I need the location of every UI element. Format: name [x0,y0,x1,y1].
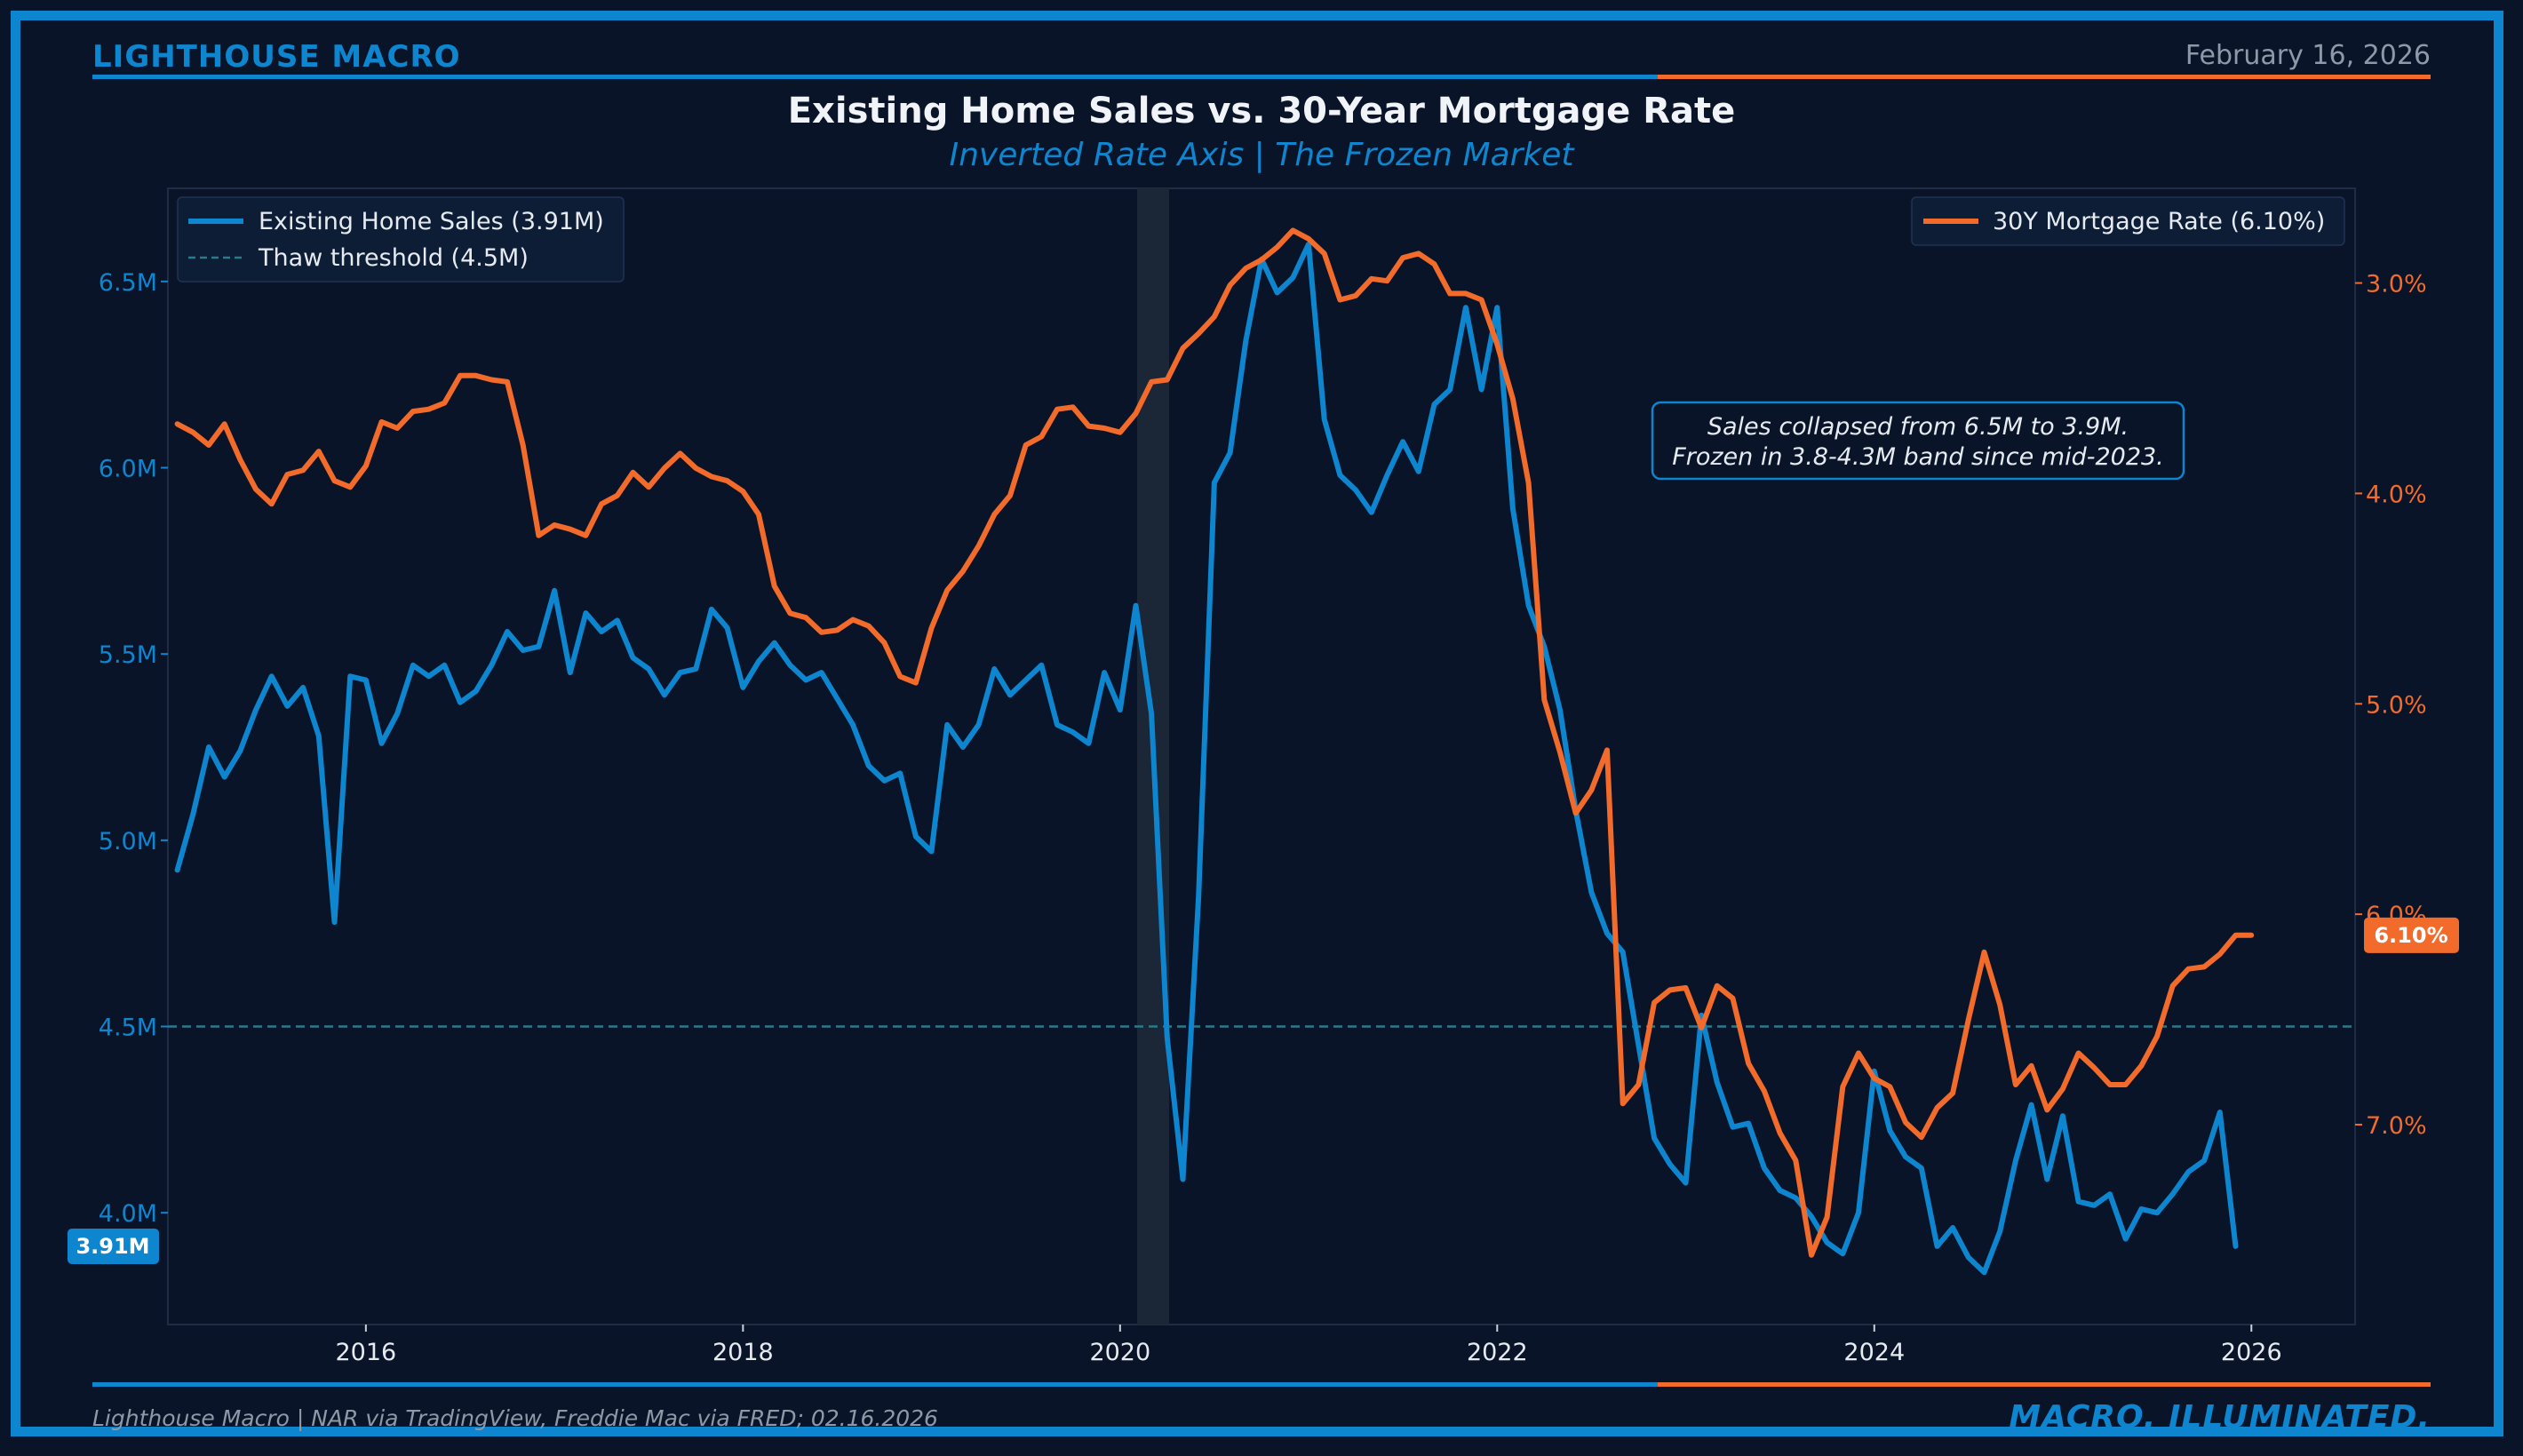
right-tick-label: 5.0% [2366,691,2427,719]
annotation-line-2: Frozen in 3.8-4.3M band since mid-2023. [1672,443,2164,471]
mortgage-rate-line [174,227,2255,1258]
right-tick-label: 4.0% [2366,481,2427,508]
source-footnote: Lighthouse Macro | NAR via TradingView, … [92,1405,938,1431]
footer-rule-blue [92,1382,1658,1387]
left-tick-label: 5.0M [99,828,157,855]
footer-rule-orange [1658,1382,2431,1387]
x-tick-label: 2016 [335,1339,396,1366]
annotation-line-1: Sales collapsed from 6.5M to 3.9M. [1707,413,2129,441]
x-tick-label: 2020 [1089,1339,1150,1366]
outer-frame [11,11,2503,1436]
legend-sales-label: Existing Home Sales (3.91M) [259,208,604,235]
left-tick-label: 6.0M [99,456,157,483]
chart-subtitle: Inverted Rate Axis | The Frozen Market [949,137,1575,173]
x-tick-label: 2022 [1467,1339,1528,1366]
report-date: February 16, 2026 [2185,40,2431,71]
tagline: MACRO, ILLUMINATED. [2009,1399,2431,1436]
x-tick-label: 2026 [2221,1339,2282,1366]
annotation-box: Sales collapsed from 6.5M to 3.9M. Froze… [1651,401,2185,481]
header-rule-orange [1658,75,2431,79]
x-tick-label: 2018 [712,1339,774,1366]
left-tick-label: 4.0M [99,1200,157,1228]
legend-rate-label: 30Y Mortgage Rate (6.10%) [1993,208,2325,235]
plot-area [167,187,2356,1325]
legend-left: Existing Home Sales (3.91M) Thaw thresho… [177,196,625,282]
x-tick-label: 2024 [1843,1339,1905,1366]
rate-end-badge: 6.10% [2364,917,2459,953]
existing-home-sales-line [174,241,2239,1276]
left-axis: 4.0M 4.5M 5.0M 5.5M 6.0M 6.5M [99,269,168,1228]
left-tick-label: 5.5M [99,641,157,669]
rate-end-value: 6.10% [2374,923,2447,948]
brand-title: LIGHTHOUSE MACRO [92,39,461,75]
legend-threshold-label: Thaw threshold (4.5M) [258,244,529,272]
sales-end-value: 3.91M [76,1234,149,1259]
left-tick-label: 6.5M [99,269,157,297]
legend-right: 30Y Mortgage Rate (6.10%) [1911,196,2345,246]
right-tick-label: 3.0% [2366,271,2427,298]
left-tick-label: 4.5M [99,1014,157,1042]
x-axis: 2016 2018 2020 2022 2024 2026 [335,1325,2282,1366]
right-axis: 3.0%4.0%5.0%6.0%7.0% [2355,271,2427,1140]
chart-title: Existing Home Sales vs. 30-Year Mortgage… [788,91,1736,131]
sales-end-badge: 3.91M [68,1228,159,1264]
right-tick-label: 7.0% [2366,1112,2427,1140]
header-rule-blue [92,75,1658,79]
